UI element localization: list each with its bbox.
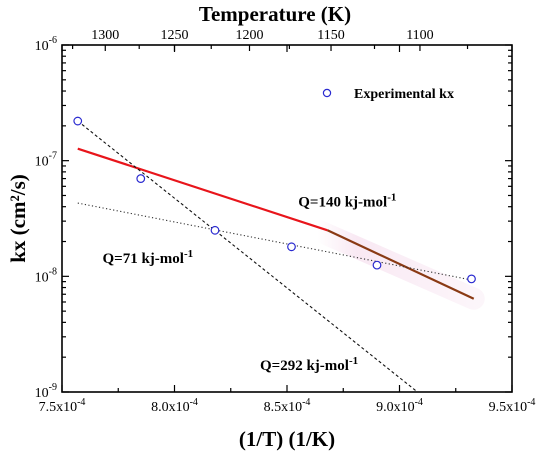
data-point	[287, 242, 296, 252]
data-point	[372, 260, 382, 270]
x-tick-label: 7.5x10-4	[39, 397, 86, 415]
top-ticks: 1300 1250 1200 1150 1100	[72, 28, 469, 51]
legend-label: Experimental kx	[354, 87, 454, 102]
activation-energy-label: Q=71 kj-mol-1	[103, 248, 194, 267]
x-tick-label: 9.5x10-4	[489, 397, 536, 415]
data-point	[210, 225, 220, 235]
y-axis-title-text: kx (cm²/s)	[6, 174, 30, 263]
y-tick-label: 10-8	[35, 266, 57, 285]
x-ticks: 7.5x10-4 8.0x10-4 8.5x10-4 9.0x10-4 9.5x10-4	[39, 45, 536, 415]
y-tick-label: 10-7	[35, 151, 57, 170]
x-tick-label: 8.5x10-4	[264, 397, 311, 415]
x-axis-title: (1/T) (1/K)	[239, 427, 335, 451]
legend-marker	[322, 88, 332, 98]
y-axis-title: kx (cm²/s)	[6, 174, 30, 263]
top-tick-label: 1150	[317, 28, 344, 43]
activation-energy-label: Q=140 kj-mol-1	[298, 192, 396, 211]
annotations: Q=140 kj-mol-1 Q=71 kj-mol-1 Q=292 kj-mol-…	[103, 192, 397, 374]
top-tick-label: 1200	[236, 28, 264, 43]
data-point	[73, 116, 83, 126]
top-tick-label: 1300	[91, 28, 119, 43]
legend: Experimental kx	[322, 87, 454, 102]
fit-line-solid-2	[327, 229, 475, 300]
y-tick-label: 10-9	[35, 382, 57, 401]
data-point	[467, 274, 476, 284]
activation-energy-label: Q=292 kj-mol-1	[260, 355, 358, 374]
fit-line-dashed-4	[77, 120, 418, 393]
series-layer	[77, 120, 475, 393]
fit-line-solid-1	[77, 147, 328, 232]
top-axis-title: Temperature (K)	[199, 2, 351, 26]
x-tick-label: 8.0x10-4	[151, 397, 198, 415]
top-tick-label: 1250	[161, 28, 189, 43]
y-ticks: 10-9 10-8 10-7 10-6	[35, 35, 512, 401]
marker-layer	[73, 116, 476, 284]
top-tick-label: 1100	[406, 28, 433, 43]
data-point	[136, 174, 146, 183]
y-tick-label: 10-6	[35, 35, 57, 54]
x-tick-label: 9.0x10-4	[376, 397, 423, 415]
